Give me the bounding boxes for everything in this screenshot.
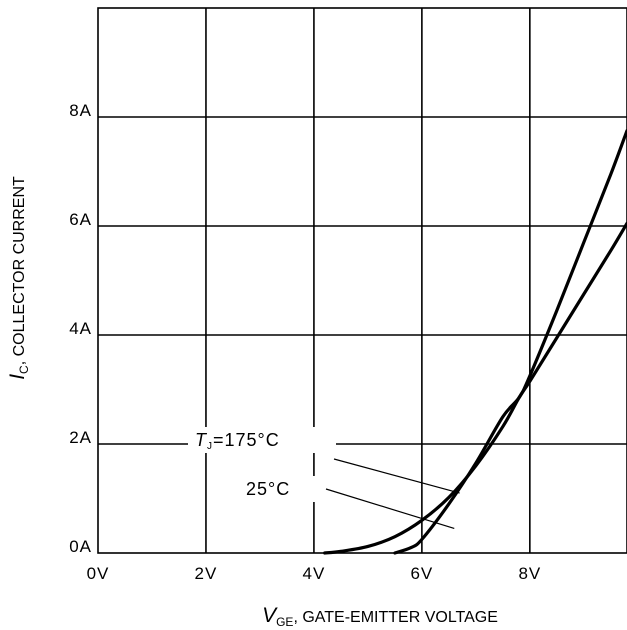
annotation-layer: TJ=175°C 25°C	[188, 427, 460, 530]
x-tick-label-4: 4V	[303, 564, 326, 583]
grid-layer	[97, 7, 627, 554]
y-tick-label-6: 6A	[69, 210, 92, 229]
series-curve-25c	[393, 129, 627, 555]
annotation-leader-line-0	[333, 458, 460, 494]
y-tick-label-8: 8A	[69, 101, 92, 120]
plot-frame	[97, 7, 627, 554]
x-axis-text: , GATE-EMITTER VOLTAGE	[293, 609, 497, 626]
annotation-subscript: J	[207, 441, 213, 452]
x-axis-symbol: V	[262, 604, 278, 627]
annotation-leader-line-1	[325, 488, 455, 530]
y-tick-label-4: 4A	[69, 319, 92, 338]
x-axis-subscript: GE	[276, 615, 293, 629]
x-tick-label-2: 2V	[195, 564, 218, 583]
x-tick-label-8: 8V	[518, 564, 541, 583]
annotation-mask-0	[188, 427, 336, 453]
tick-layer: 0V 2V 4V 6V 8V 0A 2A 4A 6A 8A	[69, 101, 541, 583]
series-layer	[323, 129, 627, 555]
annotation-text: 25°C	[246, 479, 290, 499]
y-axis-symbol: I	[6, 374, 29, 380]
annotation-label-1: 25°C	[246, 479, 290, 499]
y-tick-label-0: 0A	[69, 537, 92, 556]
y-axis-text: , COLLECTOR CURRENT	[11, 176, 28, 365]
x-tick-label-6: 6V	[410, 564, 433, 583]
annotation-mask-1	[240, 476, 324, 502]
x-axis-label: VGE, GATE-EMITTER VOLTAGE	[262, 604, 498, 629]
y-tick-label-2: 2A	[69, 428, 92, 447]
annotation-label-0: TJ=175°C	[195, 430, 280, 452]
y-axis-label: IC, COLLECTOR CURRENT	[6, 176, 31, 380]
annotation-prefix: T	[195, 430, 208, 450]
x-tick-label-0: 0V	[87, 564, 110, 583]
annotation-text: =175°C	[213, 430, 280, 450]
series-curve-175c	[323, 221, 627, 555]
y-axis-subscript: C	[17, 365, 31, 374]
